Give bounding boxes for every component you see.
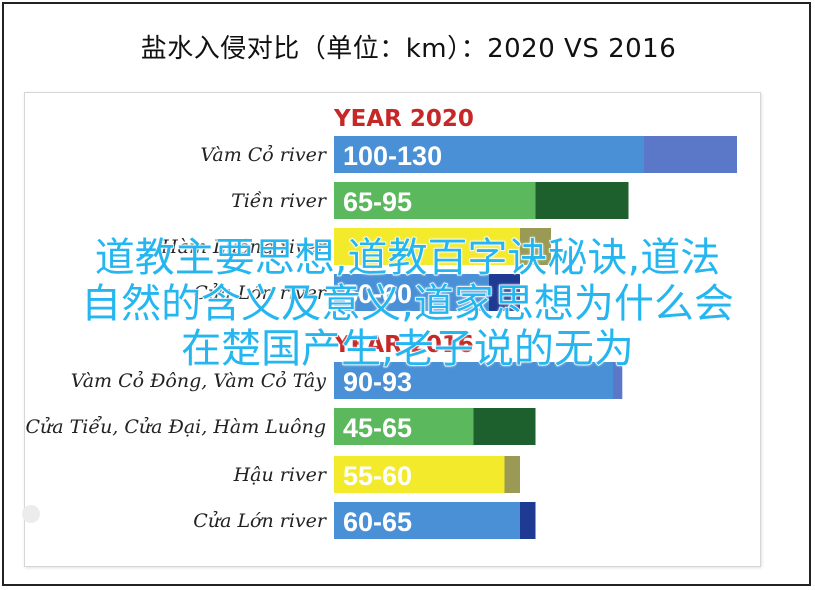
category-label-2020-3: Hàm Luông river <box>160 236 328 258</box>
bar-min-2020-4 <box>334 274 489 311</box>
year-label-2020: YEAR 2020 <box>333 106 474 132</box>
bar-min-2020-3 <box>334 228 520 265</box>
value-label-2020-2: 65-95 <box>343 187 412 217</box>
overlay-text-line-1: 道教主要思想,道教百字诀秘诀,道法 <box>94 234 721 282</box>
category-label-2020-4: Cửa Lớn river <box>193 282 328 304</box>
bar-range-2020-3 <box>520 228 551 265</box>
value-label-2016-4: 60-65 <box>343 507 412 537</box>
category-label-2016-1: Vàm Cỏ Đông, Vàm Cỏ Tây <box>71 370 327 392</box>
bar-range-2020-2 <box>535 182 629 219</box>
bar-range-2016-4 <box>520 502 536 539</box>
bar-range-2020-1 <box>644 136 737 173</box>
watermark-mark <box>22 505 40 523</box>
value-label-2016-2: 45-65 <box>343 413 412 443</box>
category-label-2016-2: Cửa Tiểu, Cửa Đại, Hàm Luông <box>25 416 326 438</box>
overlay-text-line-2: 自然的含义及意义,道家思想为什么会 <box>80 280 734 328</box>
year-label-2016: YEAR 2016 <box>333 332 474 358</box>
bar-range-2016-1 <box>613 362 623 399</box>
bar-range-2016-2 <box>473 408 536 445</box>
bar-min-2016-4 <box>334 502 520 539</box>
bar-range-2016-3 <box>504 456 520 493</box>
value-label-2016-3: 55-60 <box>343 461 412 491</box>
category-label-2016-4: Cửa Lớn river <box>193 510 328 532</box>
category-label-2016-3: Hậu river <box>233 464 328 486</box>
value-label-2016-1: 90-93 <box>343 367 412 397</box>
chart-title: 盐水入侵对比（单位：km）：2020 VS 2016 <box>140 34 677 64</box>
bar-range-2020-4 <box>489 274 520 311</box>
category-label-2020-1: Vàm Cỏ river <box>200 144 328 166</box>
category-label-2020-2: Tiền river <box>231 190 328 212</box>
bar-min-2020-1 <box>334 136 644 173</box>
value-label-2020-4: 50-60 <box>343 279 412 309</box>
bar-min-2016-3 <box>334 456 505 493</box>
bar-min-2016-2 <box>334 408 474 445</box>
bar-min-2020-2 <box>334 182 536 219</box>
value-label-2020-1: 100-130 <box>343 141 442 171</box>
bar-min-2016-1 <box>334 362 613 399</box>
overlay-text-line-3: 在楚国产生,老子说的无为 <box>180 325 634 373</box>
